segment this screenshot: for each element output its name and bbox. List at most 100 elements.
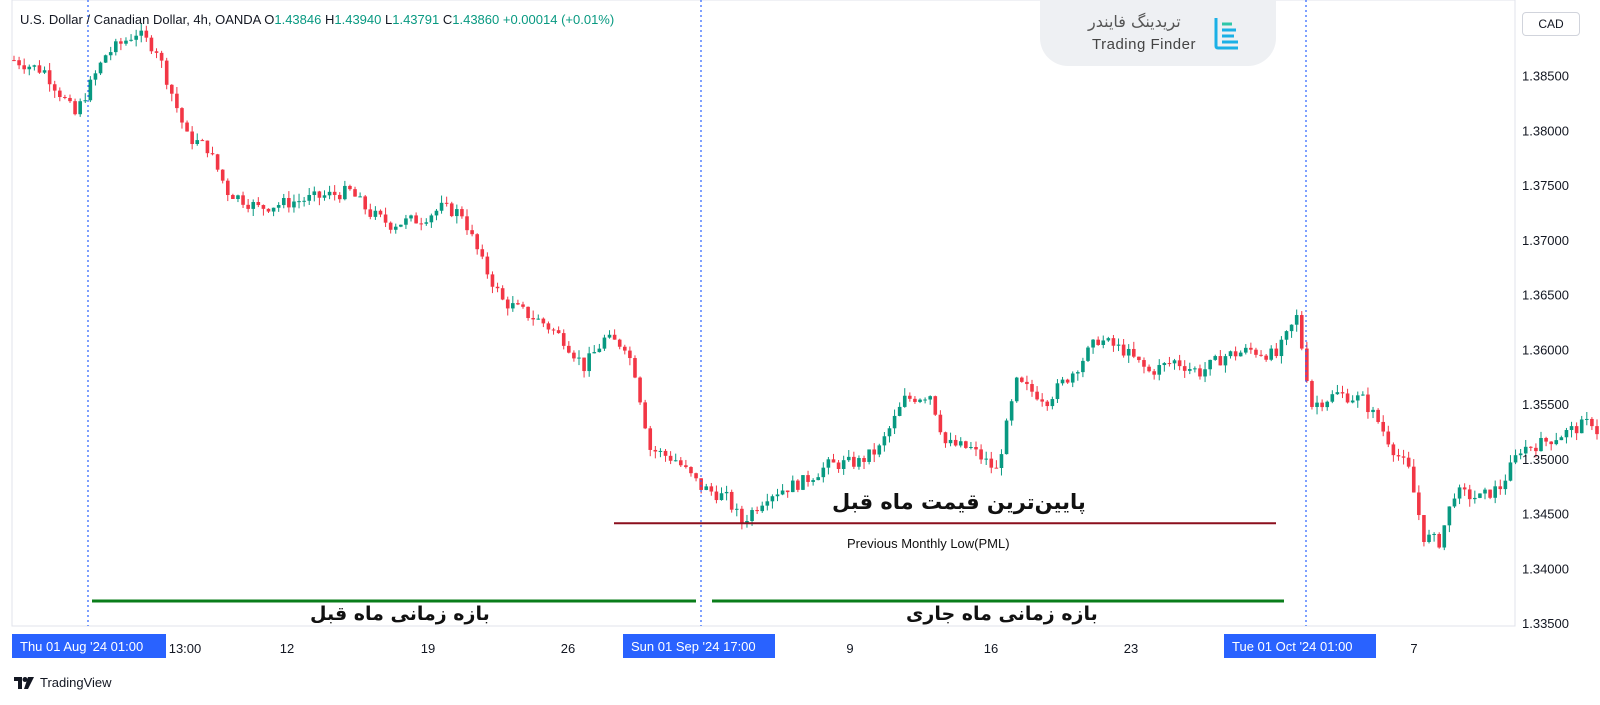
candle-body [236, 195, 240, 199]
candle-body [1310, 381, 1314, 407]
candle-body [439, 202, 444, 211]
candle-body [1101, 340, 1106, 345]
candle-body [918, 399, 922, 402]
candle-body [1585, 418, 1589, 420]
candle-body [1437, 533, 1441, 548]
candle-body [775, 494, 780, 497]
candle-body [225, 180, 230, 196]
x-tick-9: 9 [846, 641, 854, 656]
candle-body [1539, 437, 1543, 452]
high-label: H [324, 12, 335, 27]
candle-body [755, 510, 759, 512]
candle-body [108, 52, 113, 56]
candle-body [114, 41, 118, 53]
x-tick-23: 23 [1123, 641, 1139, 656]
candle-body [582, 357, 586, 372]
candle-body [1564, 430, 1569, 438]
candle-body [1070, 373, 1075, 383]
candle-body [256, 202, 261, 206]
candle-body [1254, 349, 1258, 355]
y-axis[interactable]: 1.38500 1.38000 1.37500 1.37000 1.36500 1.360… [1522, 69, 1569, 632]
candle-body [164, 60, 169, 85]
candle-body [908, 395, 912, 399]
annotation-lines [92, 522, 1284, 603]
candle-body [332, 191, 337, 195]
candle-body [348, 185, 352, 190]
tradingview-footer[interactable]: TradingView [14, 675, 112, 690]
candle-body [516, 303, 520, 305]
candle-body [337, 194, 342, 200]
candle-body [271, 207, 276, 212]
current-month-range-label: بازه زمانی ماه جاری [906, 603, 1098, 625]
candle-body [887, 428, 892, 437]
candle-body [231, 195, 235, 199]
candle-body [210, 153, 215, 155]
previous-month-range-label: بازه زمانی ماه قبل [310, 603, 490, 625]
low-label: L [385, 12, 393, 27]
candle-body [27, 66, 32, 70]
candle-body [505, 299, 510, 309]
candle-body [302, 200, 306, 202]
candle-body [42, 70, 47, 73]
candle-body [154, 51, 159, 53]
candle-body [312, 191, 317, 195]
currency-button[interactable]: CAD [1522, 12, 1580, 36]
trading-finder-logo-icon [1214, 18, 1238, 50]
candle-body [994, 467, 999, 469]
y-tick-label: 1.36500 [1522, 288, 1569, 303]
candle-body [511, 303, 515, 309]
candle-body [867, 449, 871, 462]
candles-group [12, 23, 1599, 551]
candle-body [159, 52, 164, 61]
candle-body [796, 480, 800, 490]
candle-body [872, 449, 877, 455]
candle-body [1279, 339, 1284, 357]
candle-body [47, 70, 52, 85]
candle-body [1081, 360, 1085, 373]
symbol-legend: U.S. Dollar / Canadian Dollar, 4h, OANDA… [20, 12, 614, 27]
candle-body [93, 73, 98, 80]
candle-body [378, 210, 383, 215]
candle-body [1498, 486, 1503, 490]
candle-body [913, 398, 917, 402]
candle-body [1294, 315, 1299, 325]
candle-body [1243, 347, 1248, 353]
change-value: +0.00014 (+0.01%) [502, 12, 615, 27]
candle-body [419, 223, 423, 225]
x-highlight-aug: Thu 01 Aug '24 01:00 [12, 634, 166, 658]
candle-body [1172, 360, 1177, 364]
candle-body [409, 215, 413, 219]
candle-body [78, 101, 82, 115]
pml-label-en: Previous Monthly Low(PML) [847, 536, 1010, 551]
x-tick-19: 19 [420, 641, 436, 656]
candle-body [1284, 331, 1289, 340]
candle-body [1142, 360, 1146, 367]
candle-body [1513, 455, 1518, 463]
brand-watermark: تریدینگ فایندر Trading Finder [1040, 0, 1276, 66]
candle-body [1447, 506, 1452, 526]
candle-body [592, 352, 597, 354]
brand-name-fa: تریدینگ فایندر [1088, 12, 1181, 31]
candle-body [684, 465, 688, 468]
candle-body [928, 396, 932, 400]
candle-body [1335, 392, 1340, 395]
candle-body [1391, 444, 1396, 456]
high-value: 1.43940 [334, 12, 382, 27]
candle-body [1030, 384, 1034, 392]
candle-body [1040, 399, 1044, 402]
candle-body [261, 205, 266, 209]
candle-body [760, 505, 765, 512]
candle-body [1116, 344, 1121, 346]
candle-body [663, 450, 668, 456]
candle-body [32, 65, 37, 67]
candle-body [297, 201, 301, 203]
candle-body [811, 480, 815, 482]
candle-body [1187, 369, 1192, 371]
plot-area-border [11, 0, 1516, 627]
candle-body [734, 508, 739, 510]
candle-body [12, 60, 16, 62]
candle-body [1483, 489, 1487, 494]
candle-body [1590, 418, 1594, 427]
